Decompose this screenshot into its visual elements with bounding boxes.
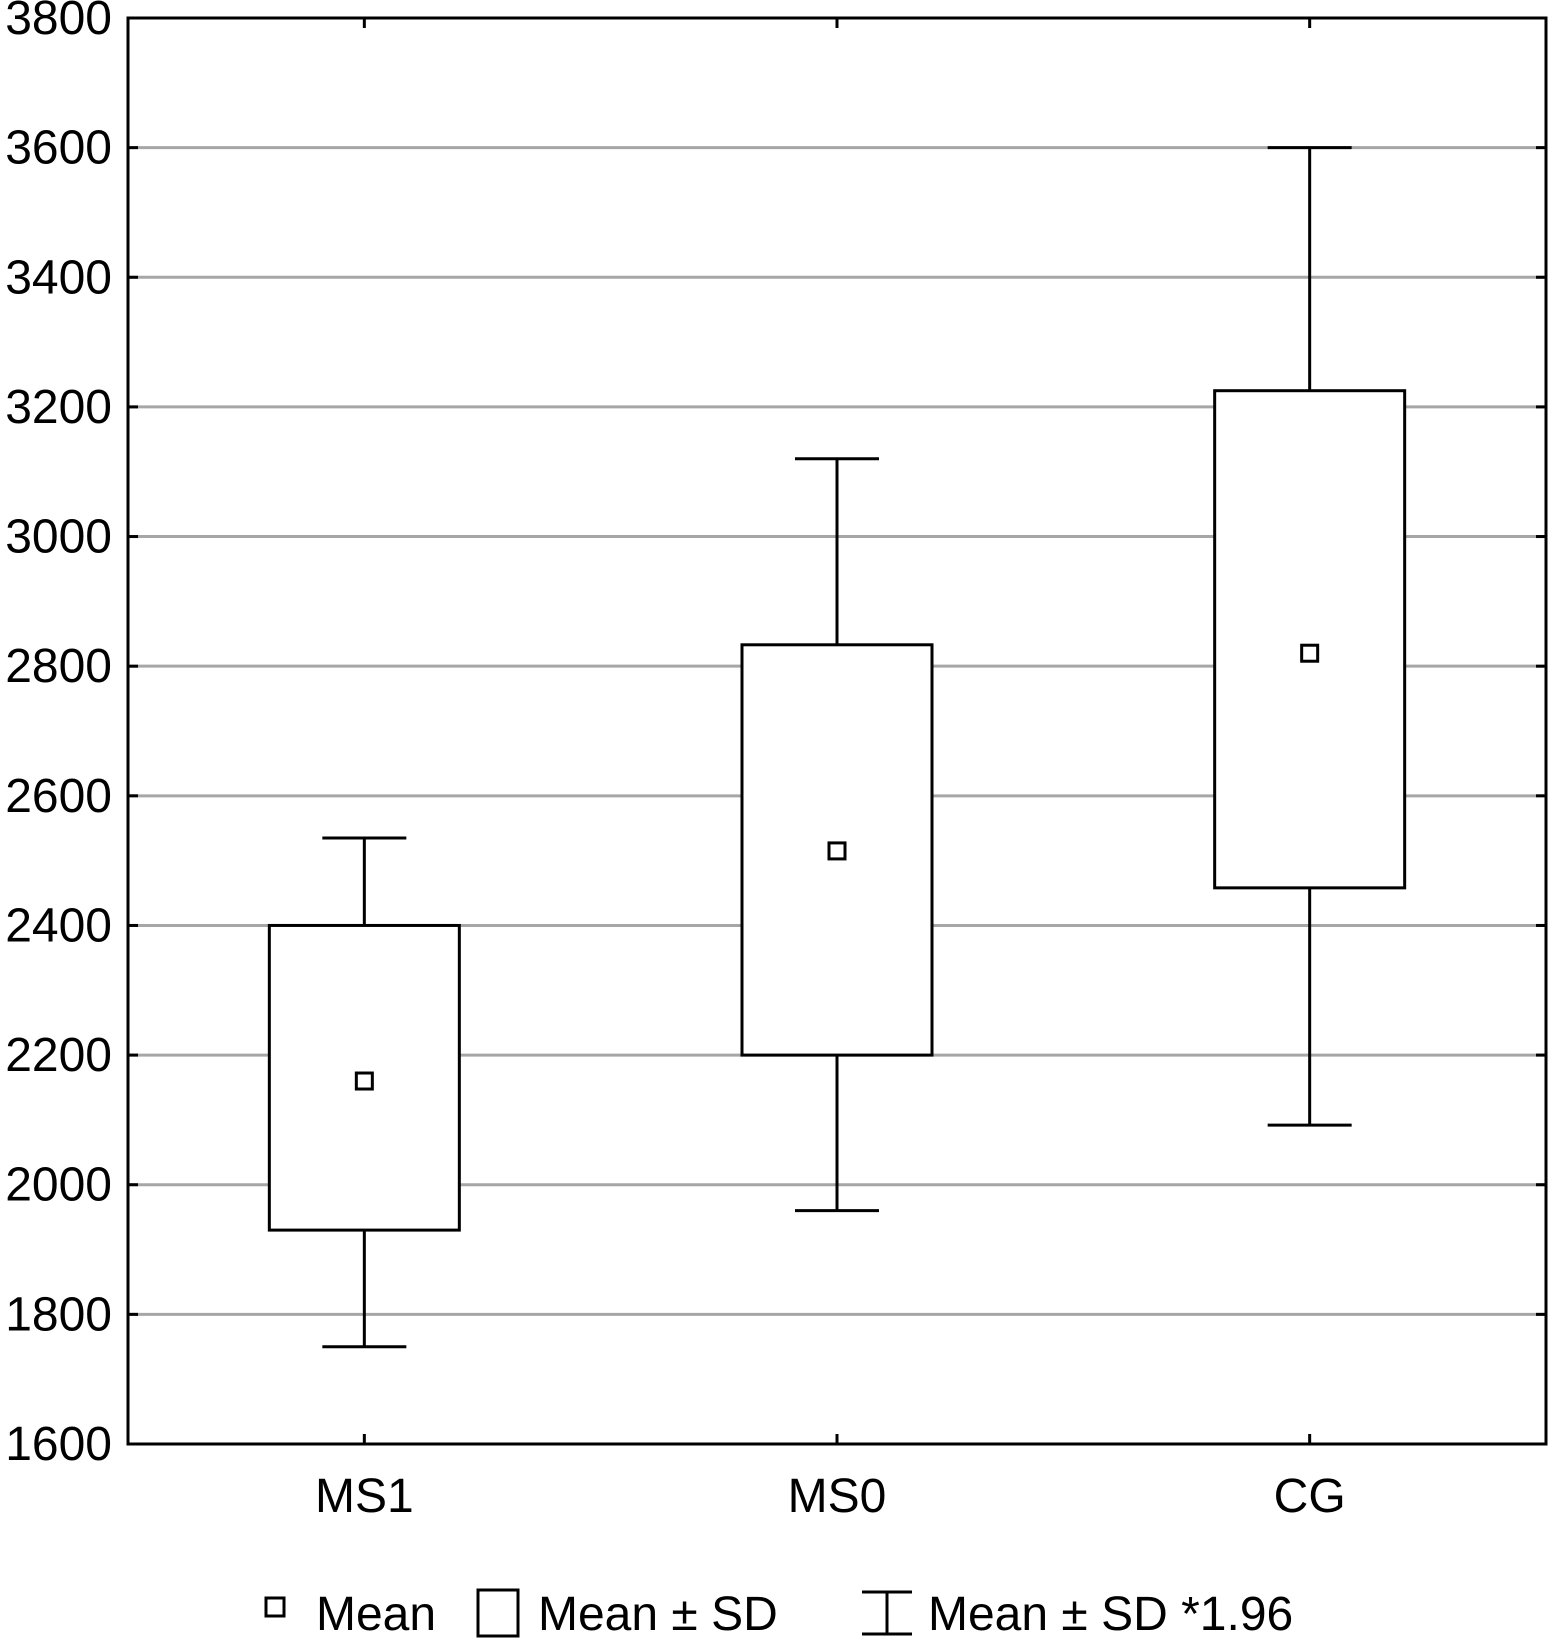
- legend-mean-icon: [264, 1596, 286, 1618]
- y-tick-label: 3000: [5, 511, 112, 564]
- y-tick-label: 3200: [5, 381, 112, 434]
- y-tick-label: 3600: [5, 122, 112, 175]
- legend-whisker-icon: [862, 1590, 912, 1636]
- box-group-cg: [1213, 146, 1407, 1127]
- y-tick-label: 1800: [5, 1288, 112, 1341]
- box-group-ms1: [267, 836, 461, 1349]
- y-tick-label: 2800: [5, 640, 112, 693]
- y-tick-label: 1600: [5, 1418, 112, 1471]
- x-tick-label: MS0: [788, 1470, 887, 1523]
- y-tick-label: 2200: [5, 1029, 112, 1082]
- legend-whisker-label: Mean ± SD *1.96: [928, 1588, 1293, 1641]
- legend-mean-label: Mean: [316, 1588, 436, 1641]
- mean-marker: [1300, 643, 1320, 663]
- sd-box: [1213, 389, 1407, 890]
- plot-frame: [126, 16, 1548, 1446]
- mean-marker: [354, 1071, 374, 1091]
- box-group-ms0: [740, 457, 934, 1213]
- y-tick-label: 2000: [5, 1159, 112, 1212]
- legend-sd-icon: [476, 1588, 520, 1638]
- x-tick-label: CG: [1274, 1470, 1346, 1523]
- mean-marker: [827, 841, 847, 861]
- y-axis-ticks: 1600 1800 2000 2200 2400 2600 2800 3000 3200 3400…: [5, 0, 1546, 1471]
- y-tick-label: 2400: [5, 899, 112, 952]
- boxes: [267, 146, 1407, 1349]
- y-tick-label: 3400: [5, 251, 112, 304]
- x-axis-ticks: MS1 MS0 CG: [315, 18, 1346, 1523]
- legend: Mean Mean ± SD Mean ± SD *1.96: [264, 1588, 1293, 1641]
- legend-sd-label: Mean ± SD: [538, 1588, 778, 1641]
- y-tick-label: 2600: [5, 770, 112, 823]
- x-tick-label: MS1: [315, 1470, 414, 1523]
- y-tick-label: 3800: [5, 0, 112, 45]
